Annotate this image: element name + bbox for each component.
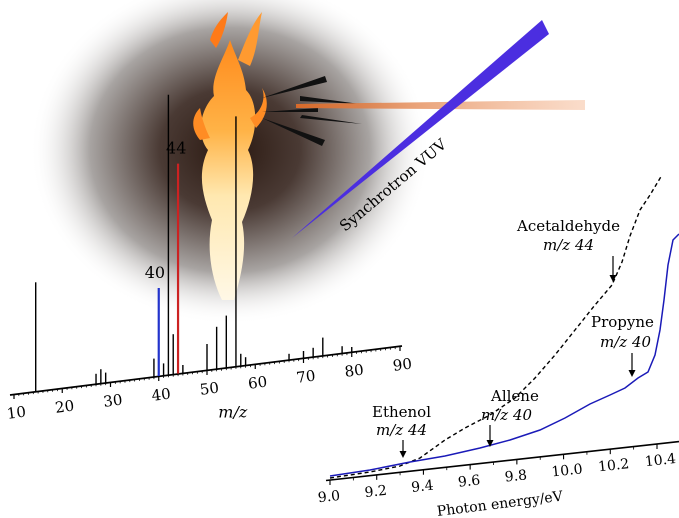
pie-tick-label: 9.0 bbox=[317, 488, 341, 506]
ms-tick-label: 50 bbox=[199, 379, 220, 399]
annotation-mz: m/z 40 bbox=[600, 333, 651, 351]
ms-tick-label: 30 bbox=[102, 391, 123, 411]
annotation-arrow-head bbox=[399, 451, 407, 458]
pie-tick-label: 9.4 bbox=[411, 478, 435, 496]
annotation-mz: m/z 44 bbox=[376, 421, 427, 439]
pie-tick-label: 10.2 bbox=[597, 456, 630, 475]
curve-mz44 bbox=[329, 174, 663, 479]
annotation-arrow-head bbox=[486, 440, 494, 447]
pie-axis-label: Photon energy/eV bbox=[436, 489, 565, 518]
sampling-nozzle bbox=[262, 76, 362, 146]
ms-tick-label: 90 bbox=[392, 355, 413, 375]
pie-tick-label: 10.0 bbox=[551, 461, 584, 480]
pie-tick-label: 9.2 bbox=[364, 483, 388, 501]
ms-axis-label: m/z bbox=[218, 403, 248, 422]
annotation-arrow-head bbox=[628, 370, 636, 377]
ms-tick-label: 10 bbox=[6, 403, 27, 423]
molecular-beam bbox=[296, 100, 585, 110]
annotation-mz: m/z 40 bbox=[481, 406, 532, 424]
synchrotron-beam bbox=[292, 20, 549, 238]
curve-mz40 bbox=[329, 233, 679, 477]
peak-label-44: 44 bbox=[166, 139, 186, 158]
pie-tick-label: 10.4 bbox=[644, 451, 677, 470]
ms-axis-line bbox=[9, 345, 403, 396]
mass-spectrum: 10 20 30 40 50 60 70 80 90 m/z 40 44 bbox=[6, 94, 413, 423]
peak-label-40: 40 bbox=[145, 263, 165, 282]
annotation-species: Ethenol bbox=[372, 403, 431, 421]
annotation-mz: m/z 44 bbox=[543, 236, 594, 254]
ms-tick-label: 40 bbox=[151, 385, 172, 405]
ms-tick-label: 20 bbox=[54, 397, 75, 417]
annotation-species: Propyne bbox=[591, 313, 654, 331]
pie-tick-label: 9.6 bbox=[457, 473, 481, 491]
pie-tick-label: 9.8 bbox=[504, 467, 528, 485]
annotation-arrow-head bbox=[609, 275, 617, 282]
annotation-species: Acetaldehyde bbox=[516, 217, 620, 235]
flame-image bbox=[193, 12, 267, 300]
ms-tick-label: 60 bbox=[247, 373, 268, 393]
annotation-species: Allene bbox=[490, 387, 539, 405]
ms-tick-label: 80 bbox=[344, 361, 365, 381]
ms-tick-label: 70 bbox=[295, 367, 316, 387]
pie-axis-line bbox=[325, 440, 679, 482]
